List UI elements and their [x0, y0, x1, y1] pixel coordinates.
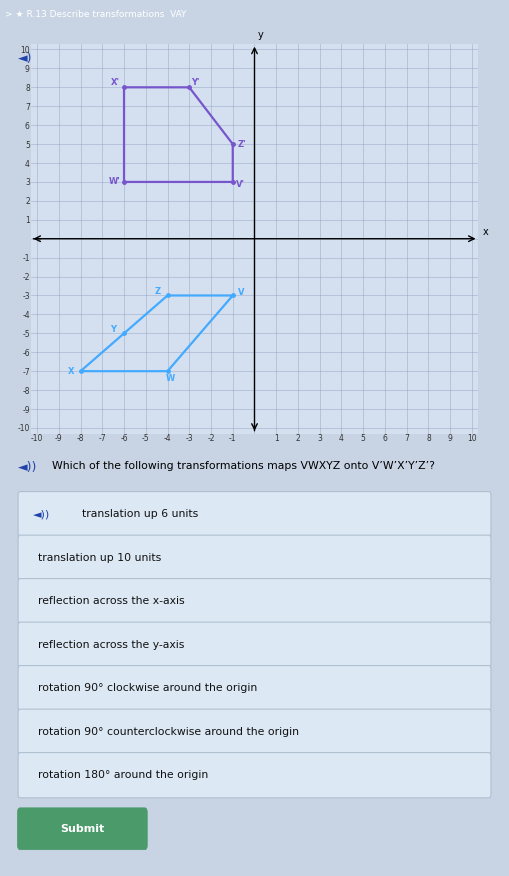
Text: rotation 180° around the origin: rotation 180° around the origin — [38, 770, 208, 781]
FancyBboxPatch shape — [18, 622, 491, 668]
FancyBboxPatch shape — [18, 491, 491, 537]
Text: V': V' — [236, 180, 245, 189]
Text: V: V — [238, 288, 245, 297]
Text: W': W' — [108, 178, 120, 187]
Text: x: x — [483, 227, 489, 237]
FancyBboxPatch shape — [18, 535, 491, 580]
Text: The graph shows pentagons VWXYZ and V’W’X’Y’Z’.: The graph shows pentagons VWXYZ and V’W’… — [52, 52, 350, 61]
FancyBboxPatch shape — [18, 666, 491, 710]
Text: translation up 10 units: translation up 10 units — [38, 553, 161, 562]
Text: W: W — [166, 374, 176, 383]
Text: Z': Z' — [237, 139, 246, 149]
Text: > ★ R.13 Describe transformations  VAY: > ★ R.13 Describe transformations VAY — [5, 10, 186, 19]
Text: reflection across the y-axis: reflection across the y-axis — [38, 639, 184, 650]
Text: X: X — [68, 367, 74, 376]
FancyBboxPatch shape — [18, 579, 491, 624]
Text: ◄)): ◄)) — [17, 52, 37, 65]
Text: rotation 90° counterclockwise around the origin: rotation 90° counterclockwise around the… — [38, 727, 298, 737]
Text: Y: Y — [110, 325, 116, 334]
Text: rotation 90° clockwise around the origin: rotation 90° clockwise around the origin — [38, 683, 257, 693]
Text: X': X' — [111, 78, 120, 87]
Text: ◄)): ◄)) — [33, 509, 50, 519]
Text: Z: Z — [155, 287, 161, 296]
FancyBboxPatch shape — [18, 710, 491, 754]
Text: translation up 6 units: translation up 6 units — [82, 509, 199, 519]
Text: ◄)): ◄)) — [17, 462, 37, 475]
Text: reflection across the x-axis: reflection across the x-axis — [38, 597, 184, 606]
Text: Submit: Submit — [60, 823, 104, 834]
Text: y: y — [258, 30, 264, 40]
FancyBboxPatch shape — [18, 752, 491, 798]
FancyBboxPatch shape — [17, 808, 147, 850]
Text: Y': Y' — [191, 78, 200, 87]
Text: Which of the following transformations maps VWXYZ onto V’W’X’Y’Z’?: Which of the following transformations m… — [52, 462, 435, 471]
